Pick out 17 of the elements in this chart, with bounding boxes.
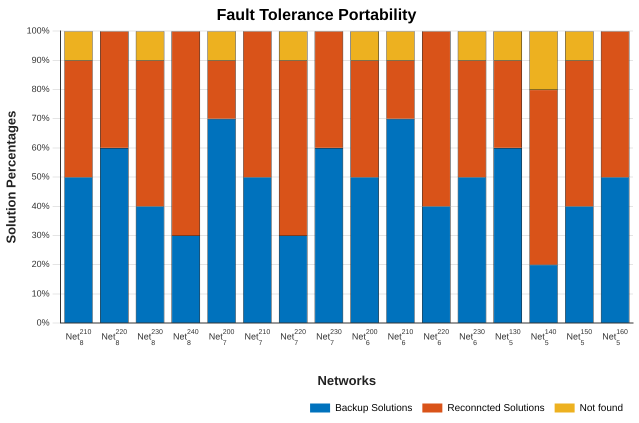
legend-label: Backup Solutions [335,402,412,414]
y-tick-label: 50% [32,172,50,182]
y-tick-label: 0% [36,317,50,328]
y-axis-title: Solution Percentages [3,110,18,244]
legend-label: Not found [580,402,624,414]
y-tick-label: 40% [32,200,50,211]
chart-title: Fault Tolerance Portability [216,7,416,24]
y-tick-label: 30% [32,230,50,240]
y-tick-label: 20% [32,259,50,270]
y-tick-label: 100% [26,26,50,36]
x-axis-title: Networks [318,372,376,388]
legend-label: Reconncted Solutions [447,402,545,414]
y-tick-label: 70% [32,113,50,124]
y-tick-label: 10% [32,288,50,298]
y-tick-label: 60% [32,142,50,152]
y-tick-label: 80% [32,84,50,94]
y-tick-label: 90% [32,54,50,65]
